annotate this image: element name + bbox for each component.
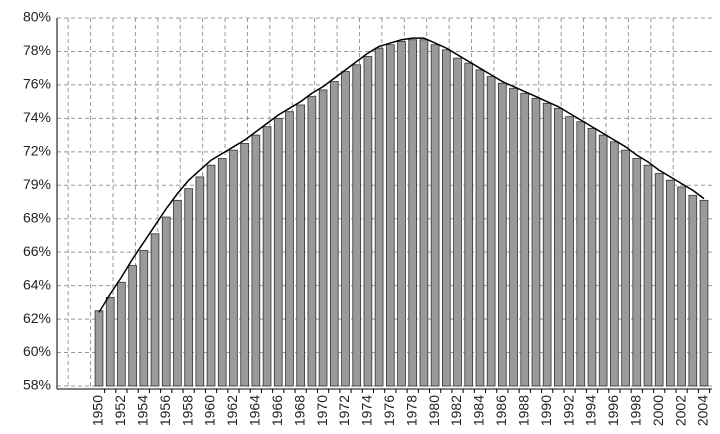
bar [251,134,261,387]
bar [408,39,418,387]
bar [486,76,496,387]
y-tick-label: 66% [23,243,51,259]
x-tick-label: 2000 [650,395,666,426]
bar [654,173,664,387]
bar [374,47,384,387]
x-tick-label: 1996 [605,395,621,426]
x-tick-label: 1976 [381,395,397,426]
bar [150,233,160,387]
bar [206,164,216,387]
x-tick-label: 1970 [314,395,330,426]
bar [587,127,597,387]
x-tick-label: 1968 [291,395,307,426]
bar [173,199,182,387]
x-tick-label: 1986 [493,395,509,426]
bar [576,121,586,387]
x-tick-label: 1988 [515,395,531,426]
bar [677,186,686,387]
bar [385,44,395,387]
bar [273,117,283,387]
x-tick-label: 1992 [560,395,576,426]
bar [509,87,518,387]
y-tick-label: 78% [23,42,51,58]
bar [195,176,205,387]
bar [161,216,171,387]
bar [621,149,630,387]
x-tick-label: 1982 [448,395,464,426]
x-tick-label: 1960 [202,395,218,426]
bar [565,116,574,387]
y-tick-label: 68% [23,209,51,225]
y-tick-label: 74% [23,109,51,125]
x-tick-label: 1962 [224,395,240,426]
bar [363,56,373,387]
x-tick-label: 1952 [112,395,128,426]
y-tick-label: 60% [23,343,51,359]
bar [117,281,126,387]
y-tick-label: 72% [23,143,51,159]
bar [430,44,440,387]
bar [285,111,294,387]
bar [610,141,619,387]
bar [688,194,698,387]
x-tick-label: 1984 [471,395,487,426]
bar [296,104,305,387]
x-tick-label: 1954 [135,395,151,426]
y-tick-label: 76% [23,76,51,92]
bar [105,296,115,387]
x-tick-label: 1978 [403,395,419,426]
x-tick-label: 1990 [538,395,554,426]
x-tick-label: 1974 [359,395,375,426]
x-tick-label: 1966 [269,395,285,426]
bar [94,310,104,387]
bar [352,64,362,387]
x-tick-label: 1950 [90,395,106,426]
y-tick-label: 58% [23,377,51,393]
bar [397,41,406,387]
x-tick-label: 1994 [583,395,599,426]
bar [441,49,451,387]
x-tick-label: 1958 [179,395,195,426]
bar [475,69,485,387]
y-tick-label: 79% [23,176,51,192]
bar [307,96,317,387]
bar [262,126,272,387]
bar [329,81,339,387]
bar [453,57,462,387]
bar [531,97,541,387]
bar [632,158,642,387]
bar [542,102,552,387]
x-tick-label: 1956 [157,395,173,426]
bar [666,179,675,387]
bar [128,265,137,387]
y-tick-label: 64% [23,276,51,292]
line [98,37,705,313]
y-tick-label: 62% [23,310,51,326]
bar [520,92,530,387]
bar [554,107,563,387]
y-tick-label: 80% [23,9,51,25]
bar [229,149,238,387]
bar [217,158,227,387]
bar [318,89,328,387]
bar [699,199,709,387]
x-tick-label: 2002 [672,395,688,426]
bar [184,188,193,387]
bar [643,164,653,387]
x-tick-label: 1972 [336,395,352,426]
bar [498,82,507,387]
bar [464,62,474,387]
x-tick-label: 1998 [627,395,643,426]
x-tick-label: 1980 [426,395,442,426]
bar [139,250,149,387]
bar [598,134,608,387]
bar [240,143,249,387]
bar [341,71,350,387]
x-tick-label: 1964 [247,395,263,426]
x-tick-label: 2004 [695,395,711,426]
bar [419,39,429,387]
